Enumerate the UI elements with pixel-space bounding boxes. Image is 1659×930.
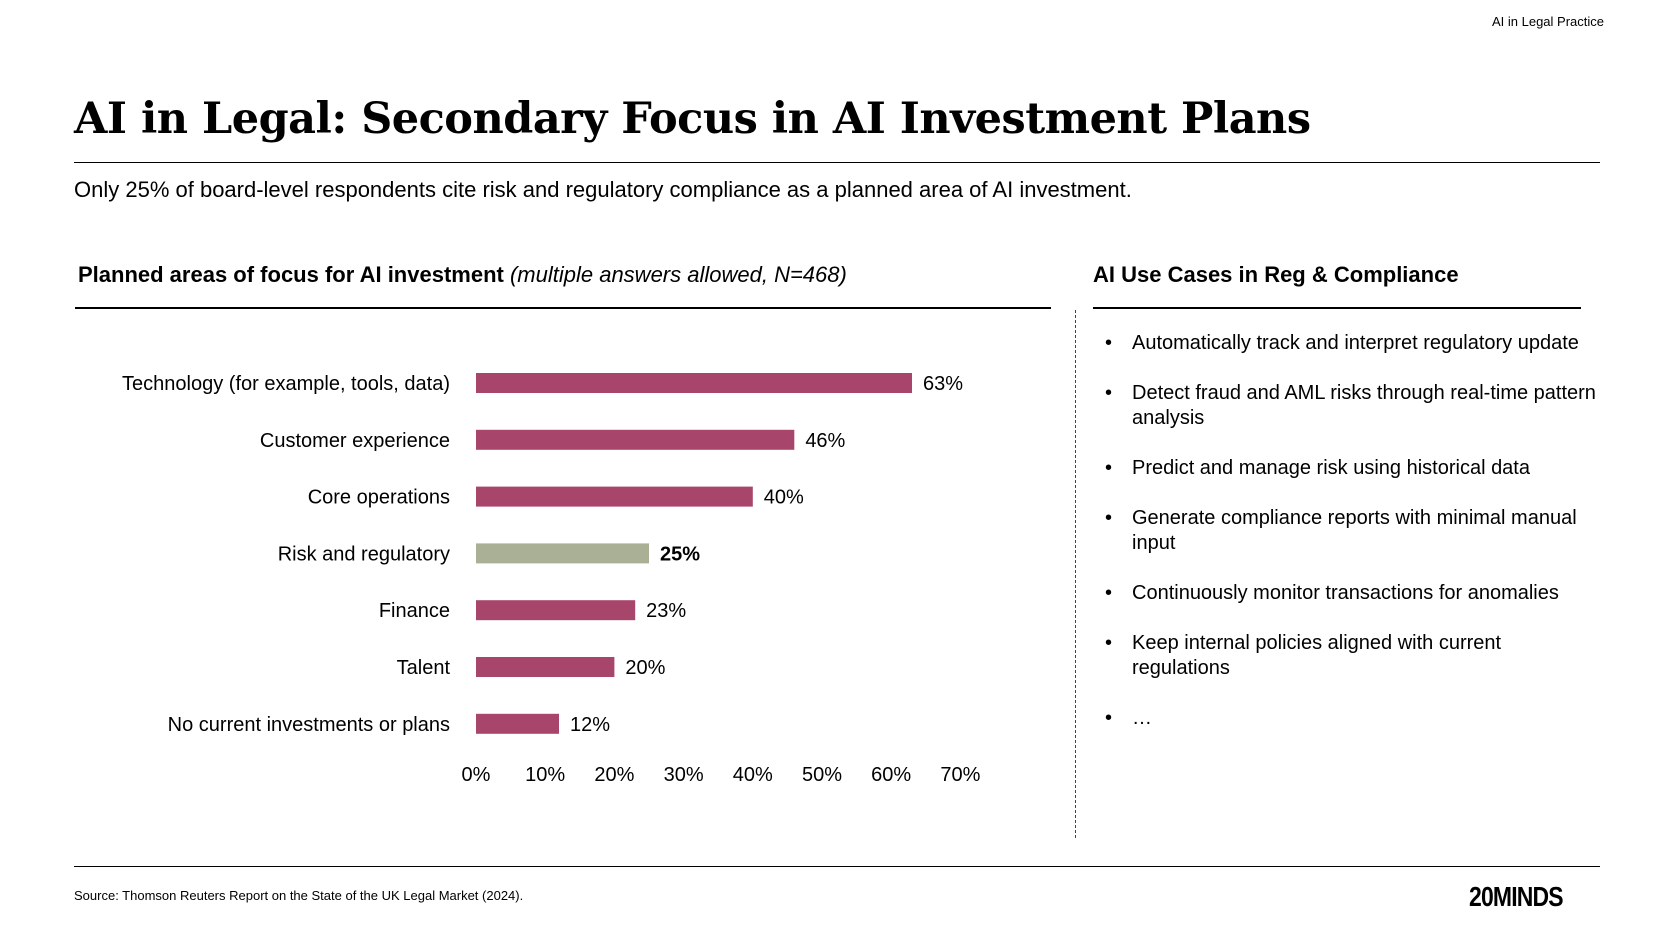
category-label: Technology (for example, tools, data) xyxy=(122,373,450,395)
bullet-icon: • xyxy=(1105,582,1113,604)
category-label: Customer experience xyxy=(260,430,450,452)
footer-rule xyxy=(74,866,1600,867)
bar xyxy=(476,657,615,677)
use-case-item: • Keep internal policies aligned with cur… xyxy=(1103,631,1603,681)
subtitle: Only 25% of board-level respondents cite… xyxy=(74,177,1132,202)
data-label: 46% xyxy=(805,430,845,452)
use-case-item: • Detect fraud and AML risks through real… xyxy=(1103,381,1603,431)
x-tick-label: 30% xyxy=(664,764,704,786)
data-label: 40% xyxy=(764,487,804,509)
use-case-text: Keep internal policies aligned with curr… xyxy=(1132,632,1502,679)
bar xyxy=(476,373,912,393)
category-label: Finance xyxy=(379,600,450,622)
page-title: AI in Legal: Secondary Focus in AI Inves… xyxy=(74,94,1311,144)
use-cases-rule xyxy=(1093,307,1581,309)
x-tick-label: 70% xyxy=(940,764,980,786)
use-case-text: Automatically track and interpret regula… xyxy=(1132,332,1579,354)
use-case-text: Generate compliance reports with minimal… xyxy=(1132,507,1577,554)
category-label: Talent xyxy=(397,657,451,679)
use-case-item: • Predict and manage risk using historica… xyxy=(1103,456,1603,481)
bullet-icon: • xyxy=(1105,382,1113,404)
bar xyxy=(476,486,753,507)
data-label: 20% xyxy=(625,657,665,679)
chart-note: (multiple answers allowed, N=468) xyxy=(509,262,847,287)
bullet-icon: • xyxy=(1105,707,1113,729)
category-label: Risk and regulatory xyxy=(278,543,450,565)
use-case-item: •… xyxy=(1103,706,1603,731)
data-label: 25% xyxy=(660,543,700,565)
use-case-item: • Automatically track and interpret regul… xyxy=(1103,331,1603,356)
bar xyxy=(476,543,649,564)
use-case-text: Predict and manage risk using historical… xyxy=(1132,457,1530,479)
brand-logo: 20MINDS xyxy=(1469,881,1564,912)
use-case-text: Detect fraud and AML risks through real-… xyxy=(1132,382,1596,429)
bullet-icon: • xyxy=(1105,457,1113,479)
bullet-icon: • xyxy=(1105,332,1113,354)
use-cases-list: • Automatically track and interpret regul… xyxy=(1103,331,1603,756)
x-tick-label: 40% xyxy=(733,764,773,786)
bullet-icon: • xyxy=(1105,507,1113,529)
x-tick-label: 20% xyxy=(594,764,634,786)
data-label: 12% xyxy=(570,714,610,736)
chart-section-rule xyxy=(75,307,1051,309)
x-tick-label: 0% xyxy=(462,764,491,786)
x-tick-label: 60% xyxy=(871,764,911,786)
bar xyxy=(476,600,636,621)
bullet-icon: • xyxy=(1105,632,1113,654)
use-case-item: • Generate compliance reports with minima… xyxy=(1103,506,1603,556)
category-label: Core operations xyxy=(308,487,450,509)
chart-section-header: Planned areas of focus for AI investment… xyxy=(78,262,847,288)
data-label: 63% xyxy=(923,373,963,395)
category-label: No current investments or plans xyxy=(168,714,450,736)
chart-heading: Planned areas of focus for AI investment xyxy=(78,262,504,287)
data-label: 23% xyxy=(646,600,686,622)
investment-focus-bar-chart: Technology (for example, tools, data) 63%… xyxy=(122,373,981,786)
title-rule xyxy=(74,162,1600,163)
bar xyxy=(476,713,559,734)
use-case-text: Continuously monitor transactions for an… xyxy=(1132,582,1559,604)
source-note: Source: Thomson Reuters Report on the St… xyxy=(74,888,524,903)
header-label: AI in Legal Practice xyxy=(1491,14,1604,29)
bar xyxy=(476,429,795,450)
use-case-item: • Continuously monitor transactions for a… xyxy=(1103,581,1603,606)
x-tick-label: 10% xyxy=(525,764,565,786)
dashed-divider xyxy=(1075,310,1076,838)
use-cases-heading: AI Use Cases in Reg & Compliance xyxy=(1093,262,1459,287)
use-case-text: … xyxy=(1132,707,1152,729)
x-tick-label: 50% xyxy=(802,764,842,786)
